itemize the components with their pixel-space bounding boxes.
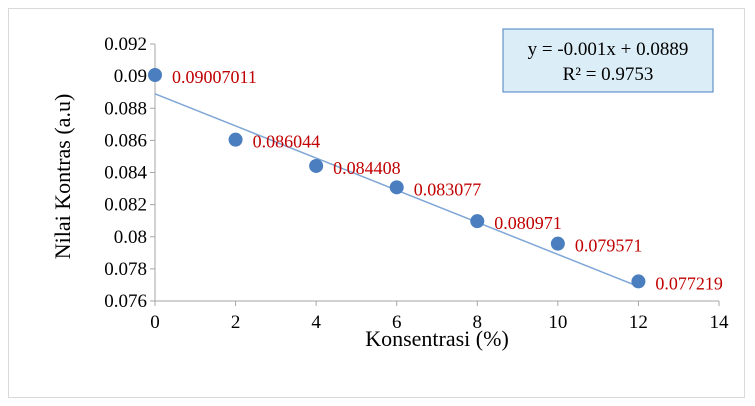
y-tick-label: 0.082 <box>104 195 147 216</box>
data-labels: 0.09007011 0.086044 0.084408 0.083077 0.0809… <box>172 67 723 293</box>
x-tick-label: 2 <box>231 312 241 333</box>
data-label: 0.083077 <box>414 179 482 199</box>
x-tick-label: 14 <box>710 312 730 333</box>
data-point <box>550 236 565 251</box>
equation-box: y = -0.001x + 0.0889 R² = 0.9753 <box>502 28 714 93</box>
data-point <box>309 158 324 173</box>
data-point <box>148 67 162 82</box>
data-label: 0.09007011 <box>172 67 257 87</box>
data-label: 0.086044 <box>253 132 320 152</box>
trendline-equation: y = -0.001x + 0.0889 <box>528 39 689 60</box>
x-tick-label: 4 <box>311 312 321 333</box>
x-tick-label: 6 <box>392 312 402 333</box>
data-point <box>470 214 485 229</box>
y-tick-label: 0.084 <box>104 163 147 184</box>
y-tick-labels: 0.076 0.078 0.08 0.082 0.084 0.086 0.088 0.09 0.… <box>104 34 147 312</box>
data-point <box>389 180 404 195</box>
x-tick-label: 0 <box>150 312 160 333</box>
y-axis-title: Nilai Kontras (a.u) <box>50 94 75 260</box>
axes <box>150 43 720 306</box>
data-label: 0.080971 <box>494 213 562 233</box>
x-tick-label: 10 <box>548 312 567 333</box>
x-tick-labels: 0 2 4 6 8 10 12 14 <box>150 312 729 333</box>
y-tick-label: 0.078 <box>104 259 147 280</box>
x-axis-title: Konsentrasi (%) <box>365 326 509 351</box>
x-tick-label: 12 <box>629 312 648 333</box>
y-tick-label: 0.08 <box>114 227 147 248</box>
y-tick-label: 0.09 <box>114 66 147 87</box>
data-point <box>228 132 243 147</box>
y-tick-label: 0.076 <box>104 291 147 312</box>
y-tick-label: 0.086 <box>104 130 147 151</box>
x-tick-label: 8 <box>473 312 483 333</box>
y-tick-label: 0.092 <box>104 34 147 55</box>
data-label: 0.084408 <box>333 158 401 178</box>
data-label: 0.079571 <box>575 236 643 256</box>
data-label: 0.077219 <box>655 273 723 293</box>
data-point <box>631 274 646 289</box>
y-tick-label: 0.088 <box>104 98 147 119</box>
data-points <box>148 67 646 289</box>
trendline-r-squared: R² = 0.9753 <box>563 64 654 85</box>
